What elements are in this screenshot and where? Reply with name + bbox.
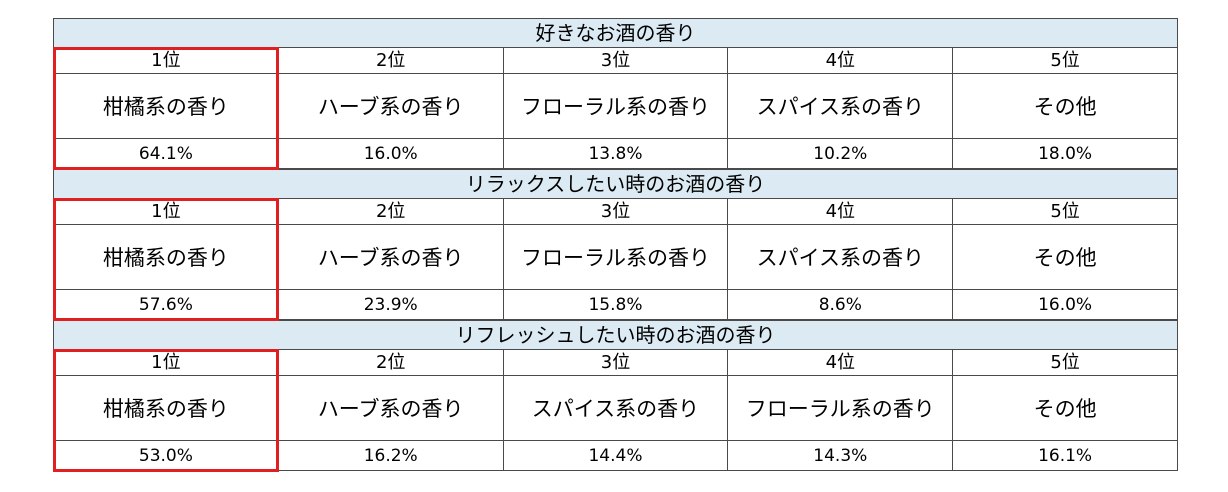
category-cell: フローラル系の香り (727, 375, 954, 441)
ranking-table: 1位 2位 3位 4位 5位 柑橘系の香り ハーブ系の香り スパイス系の香り フローラル系の香り… (53, 349, 1178, 471)
category-cell: スパイス系の香り (727, 224, 954, 290)
value-cell: 13.8% (502, 138, 729, 169)
category-cell: その他 (952, 375, 1178, 441)
value-cell: 15.8% (502, 289, 729, 320)
label-row: 柑橘系の香り ハーブ系の香り スパイス系の香り フローラル系の香り その他 (53, 375, 1178, 441)
value-cell: 18.0% (952, 138, 1178, 169)
category-cell: 柑橘系の香り (53, 224, 279, 290)
section-title: 好きなお酒の香り (53, 18, 1178, 47)
category-cell: 柑橘系の香り (53, 375, 279, 441)
category-cell: 柑橘系の香り (53, 73, 279, 139)
label-row: 柑橘系の香り ハーブ系の香り フローラル系の香り スパイス系の香り その他 (53, 73, 1178, 139)
category-cell: フローラル系の香り (502, 73, 729, 139)
section-title: リラックスしたい時のお酒の香り (53, 169, 1178, 198)
rank-row: 1位 2位 3位 4位 5位 (53, 198, 1178, 225)
value-cell: 14.3% (727, 440, 954, 471)
value-cell: 23.9% (277, 289, 504, 320)
category-cell: スパイス系の香り (727, 73, 954, 139)
rank-cell: 5位 (952, 198, 1178, 225)
ranking-section-1: 好きなお酒の香り 1位 2位 3位 4位 5位 柑橘系の香り ハーブ系の香り フローラル系の香り… (53, 18, 1178, 169)
value-cell: 16.0% (277, 138, 504, 169)
rank-cell: 1位 (53, 349, 279, 376)
rank-cell: 3位 (502, 198, 729, 225)
ranking-section-2: リラックスしたい時のお酒の香り 1位 2位 3位 4位 5位 柑橘系の香り ハーブ系の香り フロ… (53, 169, 1178, 320)
category-cell: その他 (952, 73, 1178, 139)
rank-row: 1位 2位 3位 4位 5位 (53, 47, 1178, 74)
rank-cell: 4位 (727, 47, 954, 74)
rank-cell: 4位 (727, 349, 954, 376)
rank-cell: 1位 (53, 47, 279, 74)
rank-cell: 5位 (952, 47, 1178, 74)
rank-cell: 1位 (53, 198, 279, 225)
rank-cell: 5位 (952, 349, 1178, 376)
category-cell: ハーブ系の香り (277, 73, 504, 139)
ranking-table: 1位 2位 3位 4位 5位 柑橘系の香り ハーブ系の香り フローラル系の香り スパイス系の香り… (53, 198, 1178, 320)
rank-cell: 2位 (277, 47, 504, 74)
value-cell: 53.0% (53, 440, 279, 471)
rank-cell: 3位 (502, 47, 729, 74)
category-cell: ハーブ系の香り (277, 375, 504, 441)
rank-cell: 2位 (277, 198, 504, 225)
value-cell: 16.1% (952, 440, 1178, 471)
value-cell: 10.2% (727, 138, 954, 169)
value-cell: 16.0% (952, 289, 1178, 320)
value-cell: 8.6% (727, 289, 954, 320)
category-cell: ハーブ系の香り (277, 224, 504, 290)
section-title: リフレッシュしたい時のお酒の香り (53, 320, 1178, 349)
value-cell: 64.1% (53, 138, 279, 169)
value-row: 64.1% 16.0% 13.8% 10.2% 18.0% (53, 138, 1178, 169)
category-cell: フローラル系の香り (502, 224, 729, 290)
value-row: 53.0% 16.2% 14.4% 14.3% 16.1% (53, 440, 1178, 471)
rank-cell: 3位 (502, 349, 729, 376)
rank-cell: 2位 (277, 349, 504, 376)
value-cell: 16.2% (277, 440, 504, 471)
category-cell: その他 (952, 224, 1178, 290)
label-row: 柑橘系の香り ハーブ系の香り フローラル系の香り スパイス系の香り その他 (53, 224, 1178, 290)
rank-row: 1位 2位 3位 4位 5位 (53, 349, 1178, 376)
ranking-tables: 好きなお酒の香り 1位 2位 3位 4位 5位 柑橘系の香り ハーブ系の香り フローラル系の香り… (53, 18, 1178, 471)
rank-cell: 4位 (727, 198, 954, 225)
value-row: 57.6% 23.9% 15.8% 8.6% 16.0% (53, 289, 1178, 320)
value-cell: 14.4% (502, 440, 729, 471)
ranking-section-3: リフレッシュしたい時のお酒の香り 1位 2位 3位 4位 5位 柑橘系の香り ハーブ系の香りス… (53, 320, 1178, 471)
ranking-table: 1位 2位 3位 4位 5位 柑橘系の香り ハーブ系の香り フローラル系の香り スパイス系の香り… (53, 47, 1178, 169)
category-cell: スパイス系の香り (502, 375, 729, 441)
value-cell: 57.6% (53, 289, 279, 320)
